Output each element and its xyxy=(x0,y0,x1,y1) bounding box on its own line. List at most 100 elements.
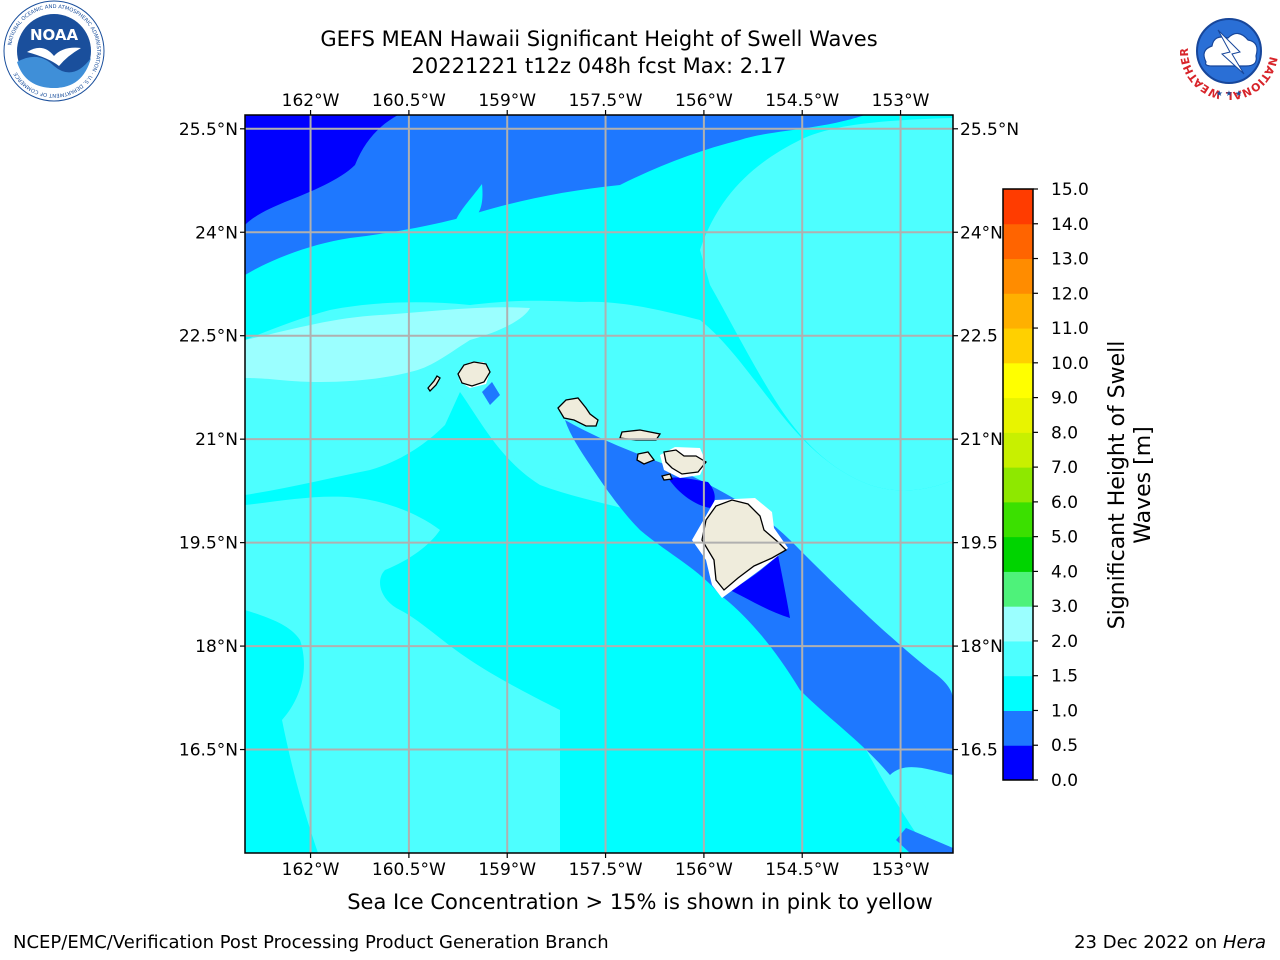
noaa-logo-text: NOAA xyxy=(30,26,79,44)
colorbar-tick-label: 13.0 xyxy=(1051,250,1089,270)
axis-ticks: 162°W 162°W 160.5°W 160.5°W 159°W 159°W 157.5°… xyxy=(179,91,1019,880)
lat-label-left: 24°N xyxy=(195,223,238,243)
colorbar-swatch xyxy=(1003,501,1033,538)
island-kauai xyxy=(457,361,491,387)
noaa-logo: NOAA NATIONAL OCEANIC AND ATMOSPHERIC AD… xyxy=(3,0,105,102)
footer-host: Hera xyxy=(1222,932,1266,953)
lat-label-left: 18°N xyxy=(195,637,238,657)
colorbar-tick-label: 6.0 xyxy=(1051,493,1078,513)
chart-title: GEFS MEAN Hawaii Significant Height of S… xyxy=(320,27,878,51)
colorbar-tick-label: 9.0 xyxy=(1051,389,1078,409)
nws-logo: NATIONAL WEATHER SERVICE ★ ★ ★ xyxy=(1178,0,1280,102)
colorbar-label-line1: Significant Height of Swell xyxy=(1105,341,1130,630)
footer-date-text: 23 Dec 2022 on xyxy=(1074,932,1223,953)
swell-band-0-5-to-1-0-southeast xyxy=(896,828,953,853)
lat-label-right: 24°N xyxy=(960,223,1003,243)
lat-label-right: 25.5°N xyxy=(960,120,1019,140)
colorbar-tick-label: 12.0 xyxy=(1051,284,1089,304)
colorbar-swatch xyxy=(1003,675,1033,711)
lon-label-bottom: 162°W xyxy=(282,860,340,880)
map-frame xyxy=(244,114,954,854)
island-lanai xyxy=(636,451,656,465)
colorbar-swatch xyxy=(1003,362,1033,399)
colorbar-tick-label: 0.0 xyxy=(1051,771,1078,791)
island-hawaii xyxy=(701,499,788,591)
colorbar-frame xyxy=(1002,188,1034,781)
colorbar-swatch xyxy=(1003,432,1033,468)
colorbar: 0.0 0.5 1.0 1.5 2.0 3.0 4.0 5.0 6.0 7.0 8.0 9.0 10.0… xyxy=(1002,180,1089,791)
graticule xyxy=(245,115,953,853)
colorbar-swatch xyxy=(1003,258,1033,294)
footer-credit: NCEP/EMC/Verification Post Processing Pr… xyxy=(13,932,609,953)
colorbar-tick-label: 1.5 xyxy=(1051,667,1078,687)
island-maui xyxy=(663,449,707,475)
swell-band-2-0-to-3-0 xyxy=(245,307,530,383)
swell-band-0-5-to-1-0-kauai xyxy=(482,382,500,405)
lat-label-right: 19.5 xyxy=(960,534,998,554)
colorbar-swatch xyxy=(1003,467,1033,503)
lat-label-right: 18°N xyxy=(960,637,1003,657)
lon-label-bottom: 160.5°W xyxy=(372,860,446,880)
island-niihau xyxy=(427,375,441,393)
colorbar-swatch xyxy=(1003,606,1033,642)
lat-label-left: 19.5°N xyxy=(179,534,238,554)
island-oahu xyxy=(557,397,599,427)
colorbar-swatch xyxy=(1003,710,1033,746)
swell-band-1-0-to-1-5-central xyxy=(245,392,930,853)
colorbar-swatch xyxy=(1003,293,1033,329)
colorbar-label-line2: Waves [m] xyxy=(1131,426,1156,543)
lon-label-bottom: 159°W xyxy=(478,860,536,880)
colorbar-tick-label: 8.0 xyxy=(1051,423,1078,443)
swell-band-0-0-to-0-5-bigisland xyxy=(730,555,790,618)
colorbar-tick-label: 2.0 xyxy=(1051,632,1078,652)
colorbar-swatch xyxy=(1003,745,1033,781)
lon-label-bottom: 154.5°W xyxy=(765,860,839,880)
lat-label-left: 22.5°N xyxy=(179,327,238,347)
colorbar-swatch xyxy=(1003,536,1033,572)
sea-ice-note: Sea Ice Concentration > 15% is shown in … xyxy=(347,890,933,914)
colorbar-swatch xyxy=(1003,328,1033,364)
colorbar-swatch xyxy=(1003,397,1033,433)
lon-label-top: 162°W xyxy=(282,91,340,111)
colorbar-tick-label: 11.0 xyxy=(1051,319,1089,339)
swell-band-0-5-to-1-0-north xyxy=(245,115,865,275)
lat-label-left: 25.5°N xyxy=(179,120,238,140)
lat-label-right: 16.5 xyxy=(960,741,998,761)
lon-label-bottom: 156°W xyxy=(675,860,733,880)
swell-band-1-0-to-1-5-tongue xyxy=(455,184,483,222)
lon-label-bottom: 157.5°W xyxy=(569,860,643,880)
lon-label-top: 157.5°W xyxy=(569,91,643,111)
lon-label-top: 154.5°W xyxy=(765,91,839,111)
colorbar-tick-label: 14.0 xyxy=(1051,215,1089,235)
colorbar-tick-label: 0.5 xyxy=(1051,736,1078,756)
colorbar-swatch xyxy=(1003,189,1033,225)
colorbar-tick-label: 4.0 xyxy=(1051,562,1078,582)
island-kahoolawe xyxy=(661,473,673,481)
lon-label-top: 156°W xyxy=(675,91,733,111)
lon-label-bottom: 153°W xyxy=(872,860,930,880)
lon-label-top: 159°W xyxy=(478,91,536,111)
colorbar-tick-label: 10.0 xyxy=(1051,354,1089,374)
lat-label-right: 22.5 xyxy=(960,327,998,347)
swell-band-1-5-to-2-0-northeast xyxy=(700,118,953,491)
swell-band-1-0-to-1-5-southwest xyxy=(245,610,318,853)
land-islands xyxy=(427,361,788,591)
colorbar-swatch xyxy=(1003,223,1033,260)
footer-date: 23 Dec 2022 on Hera xyxy=(1074,932,1266,953)
colorbar-tick-label: 15.0 xyxy=(1051,180,1089,200)
lat-label-left: 16.5°N xyxy=(179,741,238,761)
colorbar-tick-label: 7.0 xyxy=(1051,458,1078,478)
lon-label-top: 160.5°W xyxy=(372,91,446,111)
lat-label-left: 21°N xyxy=(195,430,238,450)
swell-band-0-0-to-0-5-north xyxy=(245,115,398,225)
lat-label-right: 21°N xyxy=(960,430,1003,450)
colorbar-swatch xyxy=(1003,571,1033,607)
chart-subtitle-forecast: 20221221 t12z 048h fcst Max: 2.17 xyxy=(411,54,787,78)
colorbar-tick-label: 1.0 xyxy=(1051,701,1078,721)
colorbar-tick-label: 5.0 xyxy=(1051,528,1078,548)
colorbar-tick-label: 3.0 xyxy=(1051,597,1078,617)
lon-label-top: 153°W xyxy=(872,91,930,111)
svg-text:★ ★ ★: ★ ★ ★ xyxy=(1216,89,1243,98)
swell-field xyxy=(245,115,953,853)
